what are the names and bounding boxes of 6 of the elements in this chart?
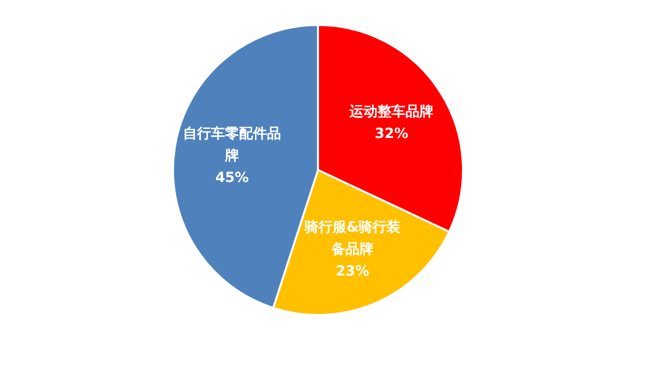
data-label: 45%	[215, 170, 249, 186]
slice-label: 骑行服&骑行装备品牌	[303, 219, 401, 258]
slice-label: 运动整车品牌	[348, 103, 434, 120]
data-label: 32%	[374, 126, 408, 142]
slice-label: 自行车零配件品牌	[183, 125, 282, 164]
data-label: 23%	[336, 263, 370, 280]
